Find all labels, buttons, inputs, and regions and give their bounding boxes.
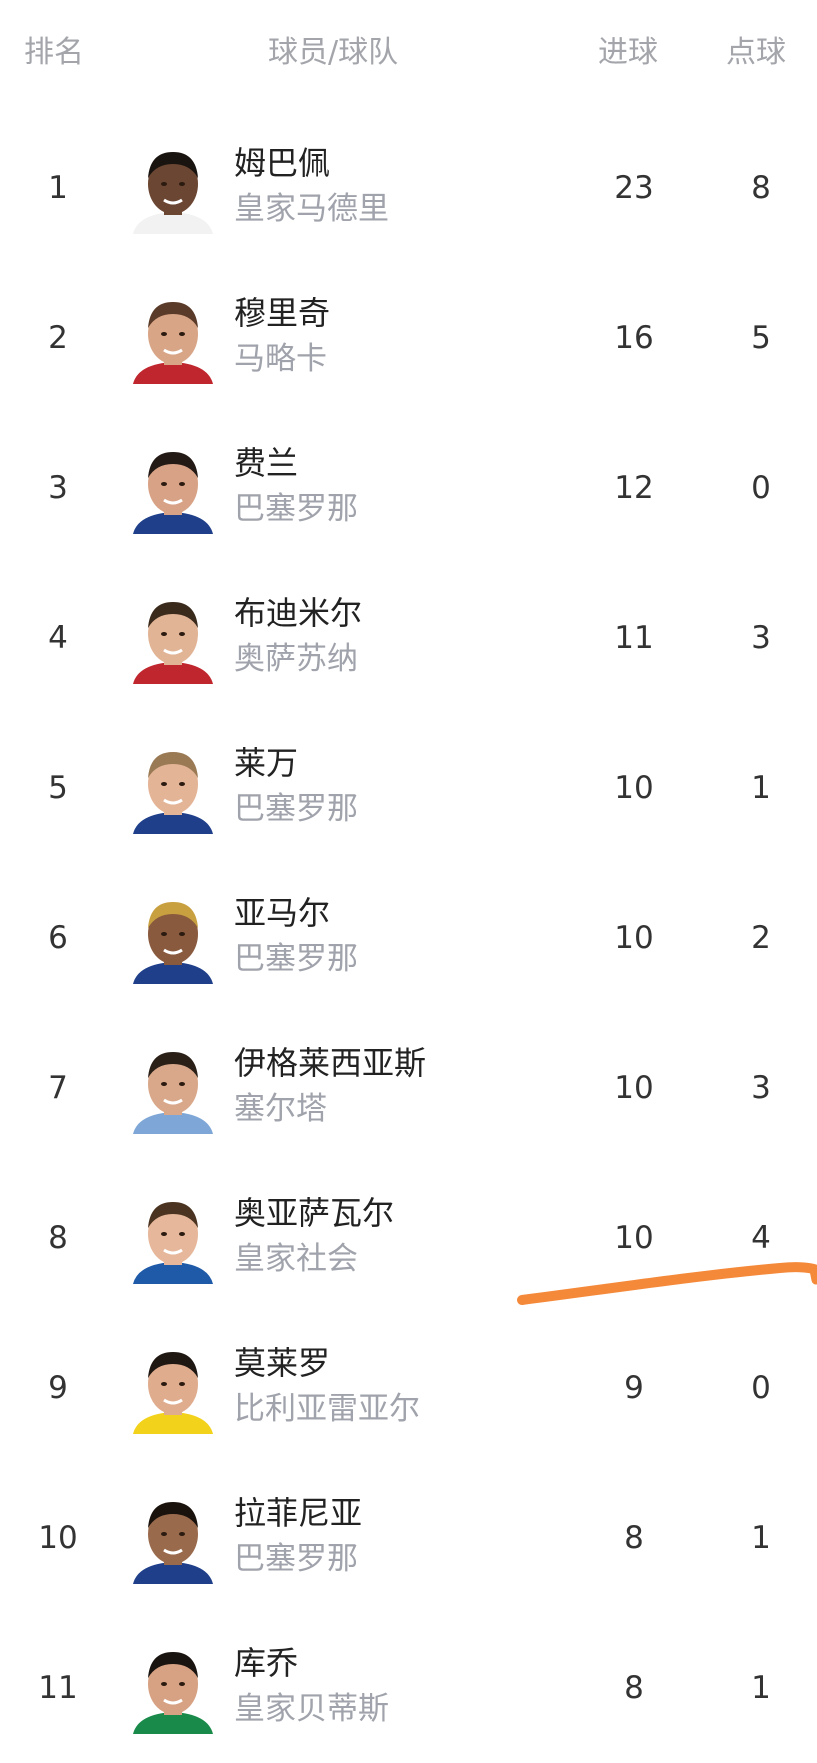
header-rank: 排名 [24,35,84,70]
rank: 7 [48,1070,68,1106]
player-name[interactable]: 布迪米尔 [234,594,363,632]
team-name[interactable]: 巴塞罗那 [234,1541,358,1577]
goals: 9 [624,1370,644,1406]
player-photo-icon [133,1202,213,1284]
header-penalties: 点球 [726,35,786,70]
player-avatar [128,744,218,834]
goals: 10 [614,770,654,806]
header-goals: 进球 [598,35,658,70]
player-name[interactable]: 伊格莱西亚斯 [234,1044,427,1082]
rank: 2 [48,320,68,356]
player-name[interactable]: 姆巴佩 [234,144,331,182]
goals: 10 [614,1070,654,1106]
rank: 10 [38,1520,78,1556]
rank: 5 [48,770,68,806]
team-name[interactable]: 马略卡 [234,341,327,377]
player-avatar [128,144,218,234]
player-photo-icon [133,602,213,684]
penalties: 2 [751,920,771,956]
table-row[interactable]: 5 莱万 巴塞罗那 10 1 [0,713,817,863]
table-row[interactable]: 9 莫莱罗 比利亚雷亚尔 9 0 [0,1313,817,1463]
player-avatar [128,594,218,684]
team-name[interactable]: 比利亚雷亚尔 [234,1391,420,1427]
player-photo-icon [133,1502,213,1584]
penalties: 3 [751,1070,771,1106]
player-avatar [128,444,218,534]
player-avatar [128,294,218,384]
player-photo-icon [133,152,213,234]
penalties: 4 [751,1220,771,1256]
table-row[interactable]: 1 姆巴佩 皇家马德里 23 8 [0,113,817,263]
player-avatar [128,1194,218,1284]
penalties: 5 [751,320,771,356]
rank: 9 [48,1370,68,1406]
team-name[interactable]: 奥萨苏纳 [234,641,358,677]
team-name[interactable]: 皇家马德里 [234,191,389,227]
penalties: 8 [751,170,771,206]
player-photo-icon [133,302,213,384]
player-avatar [128,894,218,984]
player-avatar [128,1344,218,1434]
player-photo-icon [133,902,213,984]
goals: 8 [624,1520,644,1556]
rank: 4 [48,620,68,656]
goals: 8 [624,1670,644,1706]
player-avatar [128,1044,218,1134]
team-name[interactable]: 塞尔塔 [234,1091,327,1127]
player-photo-icon [133,1052,213,1134]
player-name[interactable]: 费兰 [234,444,299,482]
player-photo-icon [133,752,213,834]
table-row[interactable]: 6 亚马尔 巴塞罗那 10 2 [0,863,817,1013]
player-photo-icon [133,452,213,534]
penalties: 0 [751,1370,771,1406]
penalties: 1 [751,1670,771,1706]
table-row[interactable]: 10 拉菲尼亚 巴塞罗那 8 1 [0,1463,817,1613]
team-name[interactable]: 皇家贝蒂斯 [234,1691,389,1727]
player-photo-icon [133,1352,213,1434]
penalties: 1 [751,1520,771,1556]
rank: 8 [48,1220,68,1256]
player-name[interactable]: 莫莱罗 [234,1344,331,1382]
player-name[interactable]: 库乔 [234,1644,299,1682]
player-avatar [128,1494,218,1584]
header-player-team: 球员/球队 [268,35,399,70]
penalties: 1 [751,770,771,806]
table-row[interactable]: 2 穆里奇 马略卡 16 5 [0,263,817,413]
rank: 11 [38,1670,78,1706]
penalties: 3 [751,620,771,656]
player-photo-icon [133,1652,213,1734]
goals: 10 [614,920,654,956]
rank: 6 [48,920,68,956]
table-row[interactable]: 4 布迪米尔 奥萨苏纳 11 3 [0,563,817,713]
player-name[interactable]: 奥亚萨瓦尔 [234,1194,395,1232]
goals: 10 [614,1220,654,1256]
player-name[interactable]: 莱万 [234,744,299,782]
rank: 3 [48,470,68,506]
player-avatar [128,1644,218,1734]
table-row[interactable]: 8 奥亚萨瓦尔 皇家社会 10 4 [0,1163,817,1313]
goals: 23 [614,170,654,206]
team-name[interactable]: 巴塞罗那 [234,941,358,977]
team-name[interactable]: 皇家社会 [234,1241,358,1277]
table-row[interactable]: 11 库乔 皇家贝蒂斯 8 1 [0,1613,817,1763]
penalties: 0 [751,470,771,506]
team-name[interactable]: 巴塞罗那 [234,791,358,827]
goals: 11 [614,620,654,656]
table-row[interactable]: 7 伊格莱西亚斯 塞尔塔 10 3 [0,1013,817,1163]
team-name[interactable]: 巴塞罗那 [234,491,358,527]
goals: 12 [614,470,654,506]
player-name[interactable]: 拉菲尼亚 [234,1494,363,1532]
table-row[interactable]: 3 费兰 巴塞罗那 12 0 [0,413,817,563]
player-name[interactable]: 穆里奇 [234,294,331,332]
goals: 16 [614,320,654,356]
player-name[interactable]: 亚马尔 [234,894,331,932]
rank: 1 [48,170,68,206]
